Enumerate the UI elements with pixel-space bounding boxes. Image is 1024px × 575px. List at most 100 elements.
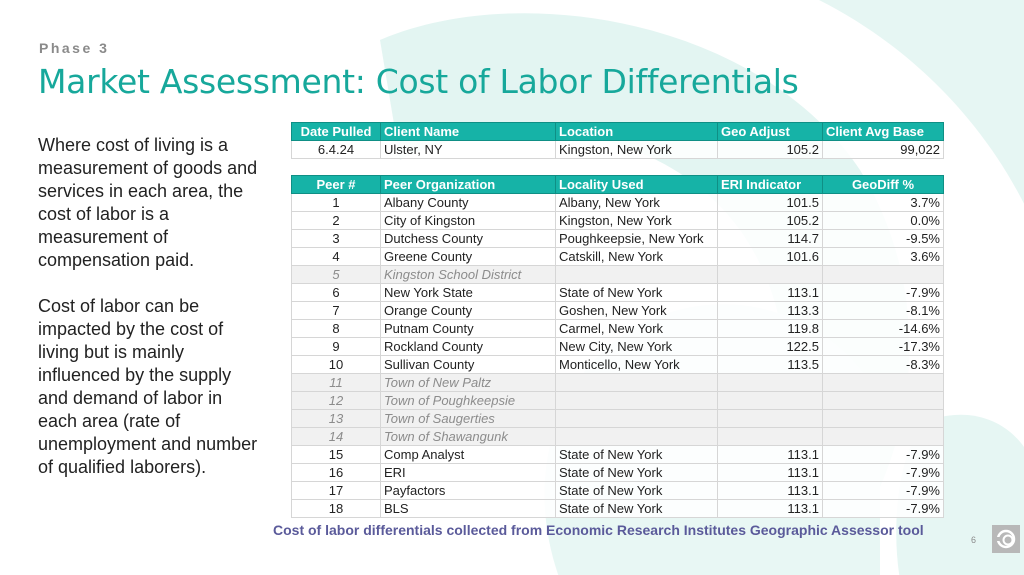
cell-eri-indicator: 113.1 [717, 463, 823, 482]
table-row: 15 Comp Analyst State of New York 113.1 -7.9… [291, 445, 944, 464]
cell-peer-number: 1 [291, 193, 381, 212]
cell-locality-used: Monticello, New York [555, 355, 718, 374]
cell-eri-indicator: 113.3 [717, 301, 823, 320]
cell-eri-indicator: 101.6 [717, 247, 823, 266]
cell-geodiff: -7.9% [822, 499, 944, 518]
cell-geodiff: -9.5% [822, 229, 944, 248]
header-locality-used: Locality Used [555, 175, 718, 194]
cell-eri-indicator: 105.2 [717, 211, 823, 230]
cell-geodiff: -8.1% [822, 301, 944, 320]
cell-peer-number: 3 [291, 229, 381, 248]
cell-locality-used: State of New York [555, 463, 718, 482]
header-peer-number: Peer # [291, 175, 381, 194]
cell-eri-indicator [717, 409, 823, 428]
cell-peer-organization: Putnam County [380, 319, 556, 338]
cell-geodiff: -8.3% [822, 355, 944, 374]
cell-peer-organization: Greene County [380, 247, 556, 266]
paragraph-cost-of-labor: Cost of labor can be impacted by the cos… [38, 296, 258, 477]
table-row: 14 Town of Shawangunk [291, 427, 944, 446]
cell-peer-number: 15 [291, 445, 381, 464]
cell-peer-number: 13 [291, 409, 381, 428]
client-table: Date Pulled Client Name Location Geo Adj… [291, 122, 944, 159]
cell-locality-used [555, 409, 718, 428]
cell-client-name: Ulster, NY [380, 140, 556, 159]
table-row: 11 Town of New Paltz [291, 373, 944, 392]
cell-peer-number: 16 [291, 463, 381, 482]
cell-locality-used: State of New York [555, 283, 718, 302]
cell-peer-number: 18 [291, 499, 381, 518]
cell-peer-organization: City of Kingston [380, 211, 556, 230]
cell-peer-organization: Rockland County [380, 337, 556, 356]
peer-table-header: Peer # Peer Organization Locality Used E… [291, 175, 944, 194]
cell-locality-used [555, 391, 718, 410]
cell-eri-indicator: 113.1 [717, 283, 823, 302]
logo-icon [995, 529, 1016, 549]
header-peer-organization: Peer Organization [380, 175, 556, 194]
header-location: Location [555, 122, 718, 141]
cell-peer-organization: Dutchess County [380, 229, 556, 248]
cell-peer-organization: Sullivan County [380, 355, 556, 374]
cell-locality-used: Poughkeepsie, New York [555, 229, 718, 248]
cell-peer-organization: Comp Analyst [380, 445, 556, 464]
company-logo [992, 525, 1020, 553]
cell-peer-organization: Town of Saugerties [380, 409, 556, 428]
cell-eri-indicator: 122.5 [717, 337, 823, 356]
cell-peer-organization: Town of Poughkeepsie [380, 391, 556, 410]
cell-peer-organization: Orange County [380, 301, 556, 320]
table-row: 5 Kingston School District [291, 265, 944, 284]
header-eri-indicator: ERI Indicator [717, 175, 823, 194]
cell-client-avg-base: 99,022 [822, 140, 944, 159]
cell-peer-number: 5 [291, 265, 381, 284]
cell-peer-number: 6 [291, 283, 381, 302]
cell-peer-number: 4 [291, 247, 381, 266]
cell-date-pulled: 6.4.24 [291, 140, 381, 159]
table-row: 3 Dutchess County Poughkeepsie, New York 11… [291, 229, 944, 248]
cell-geodiff: -7.9% [822, 481, 944, 500]
table-row: 16 ERI State of New York 113.1 -7.9% [291, 463, 944, 482]
table-row: 12 Town of Poughkeepsie [291, 391, 944, 410]
cell-geodiff [822, 409, 944, 428]
cell-locality-used [555, 265, 718, 284]
cell-geodiff: -7.9% [822, 445, 944, 464]
cell-locality-used [555, 427, 718, 446]
cell-geodiff: -14.6% [822, 319, 944, 338]
table-row: 13 Town of Saugerties [291, 409, 944, 428]
cell-peer-organization: Payfactors [380, 481, 556, 500]
cell-peer-number: 14 [291, 427, 381, 446]
cell-geodiff [822, 373, 944, 392]
cell-eri-indicator: 114.7 [717, 229, 823, 248]
page-title: Market Assessment: Cost of Labor Differe… [38, 62, 799, 101]
cell-eri-indicator: 119.8 [717, 319, 823, 338]
table-row: 9 Rockland County New City, New York 122.5-… [291, 337, 944, 356]
table-row: 7 Orange County Goshen, New York 113.3 -8.1% [291, 301, 944, 320]
table-row: 18 BLS State of New York 113.1 -7.9% [291, 499, 944, 518]
paragraph-cost-of-living: Where cost of living is a measurement of… [38, 135, 258, 270]
table-row: 17 Payfactors State of New York 113.1 -7.9% [291, 481, 944, 500]
phase-label: Phase 3 [39, 40, 110, 56]
cell-peer-organization: Albany County [380, 193, 556, 212]
cell-peer-number: 17 [291, 481, 381, 500]
peer-table-body: 1 Albany County Albany, New York 101.5 3.7% 2… [291, 193, 944, 518]
cell-geodiff [822, 391, 944, 410]
cell-eri-indicator [717, 427, 823, 446]
cell-geodiff [822, 265, 944, 284]
cell-locality-used: Catskill, New York [555, 247, 718, 266]
cell-eri-indicator: 113.5 [717, 355, 823, 374]
header-client-name: Client Name [380, 122, 556, 141]
source-caption: Cost of labor differentials collected fr… [273, 522, 924, 538]
cell-eri-indicator: 101.5 [717, 193, 823, 212]
cell-geodiff: -7.9% [822, 283, 944, 302]
cell-eri-indicator: 113.1 [717, 499, 823, 518]
header-geodiff: GeoDiff % [822, 175, 944, 194]
cell-eri-indicator [717, 265, 823, 284]
cell-locality-used: Carmel, New York [555, 319, 718, 338]
header-geo-adjust: Geo Adjust [717, 122, 823, 141]
cell-geodiff: -17.3% [822, 337, 944, 356]
cell-geodiff: 0.0% [822, 211, 944, 230]
cell-peer-number: 10 [291, 355, 381, 374]
client-table-header: Date Pulled Client Name Location Geo Adj… [291, 122, 944, 141]
description-text: Where cost of living is a measurement of… [38, 134, 263, 502]
cell-eri-indicator: 113.1 [717, 445, 823, 464]
header-date-pulled: Date Pulled [291, 122, 381, 141]
client-row: 6.4.24 Ulster, NY Kingston, New York 105… [291, 140, 944, 159]
